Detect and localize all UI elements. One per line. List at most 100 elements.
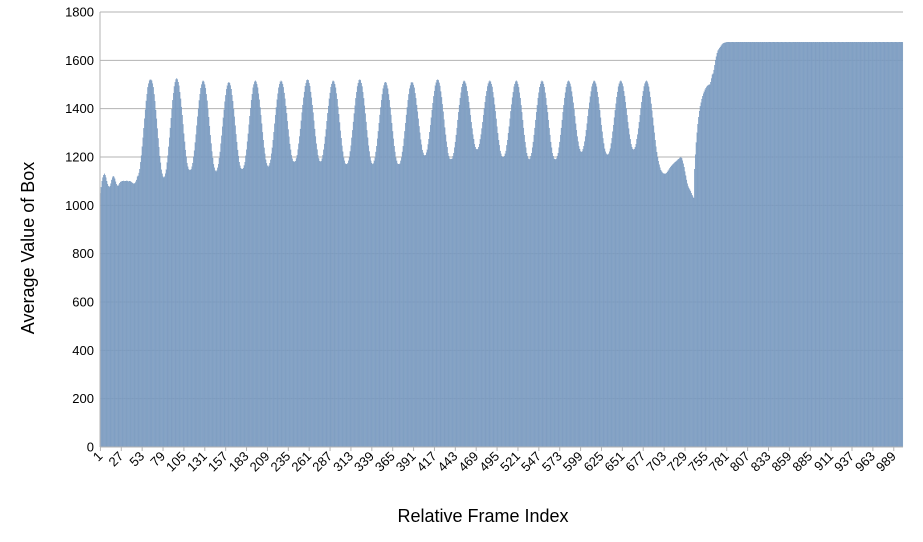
bar [209,125,211,448]
bar [102,177,104,448]
bar [562,112,564,448]
bar [695,142,697,448]
bar [456,127,458,448]
bar [827,42,829,448]
bar [760,42,761,448]
bar [729,42,731,448]
bar [659,167,661,448]
bar [226,89,227,448]
bar [417,111,419,448]
bar [420,139,422,448]
bar [669,168,671,448]
bar [104,175,106,448]
bar [351,137,353,448]
bar [752,42,754,448]
bar [813,42,815,448]
bar [848,42,850,448]
bar [112,177,113,448]
bar [681,158,683,448]
bar [209,135,211,448]
bar [228,82,230,448]
bar [306,80,308,448]
bar [893,42,895,448]
bar [776,42,778,448]
bar [389,100,390,448]
bar [404,131,406,448]
bar [355,98,357,448]
bar [307,80,309,448]
bar [596,86,598,448]
bar [103,173,105,448]
bar [564,92,566,448]
bar [524,141,526,448]
bar [853,42,855,448]
bar [726,42,728,448]
bar [441,97,443,448]
bar [568,80,569,448]
bar [889,42,891,448]
bar [834,42,836,448]
bar [613,117,615,448]
bar [882,42,884,448]
y-tick-label: 1800 [65,5,94,20]
bar [843,42,845,448]
bar [348,160,349,448]
bar [773,42,775,448]
bar [141,146,143,448]
bar [614,110,616,448]
bar [705,88,707,448]
bar [890,42,891,448]
bar [179,92,181,448]
bar [719,48,720,448]
bar [279,84,280,448]
bar [752,42,753,448]
bar [128,181,129,448]
bar [185,149,186,448]
bar [206,100,208,448]
bar [411,82,413,448]
bar [254,80,256,448]
bar [400,160,402,448]
bar [564,97,565,448]
bar [405,114,407,448]
bar [252,87,254,448]
bar [257,87,259,448]
bar [882,42,883,448]
bar [124,181,126,448]
bar [597,96,599,448]
bar [451,158,453,448]
bar [602,138,604,448]
bar [593,81,594,448]
bar [308,82,310,448]
bar [698,117,700,448]
bar [736,42,738,448]
bar [475,148,477,448]
bar [481,128,483,448]
bar [397,164,399,448]
bar [565,87,567,448]
bar [649,91,651,448]
bar [230,85,231,448]
bar [599,110,601,448]
bar [121,181,123,448]
bar [499,150,501,448]
bar [766,42,768,448]
bar [388,94,390,448]
bar [316,149,318,448]
bar [315,143,317,448]
bar [723,42,725,448]
bar [332,81,333,448]
bar [890,42,892,448]
bar [755,42,757,448]
bar [580,151,582,448]
bar [246,149,247,448]
bar [169,137,170,448]
bar [133,183,135,448]
bar [445,134,447,448]
bar [372,163,374,448]
bar [144,109,146,448]
bar [495,111,496,448]
bar [217,167,219,448]
